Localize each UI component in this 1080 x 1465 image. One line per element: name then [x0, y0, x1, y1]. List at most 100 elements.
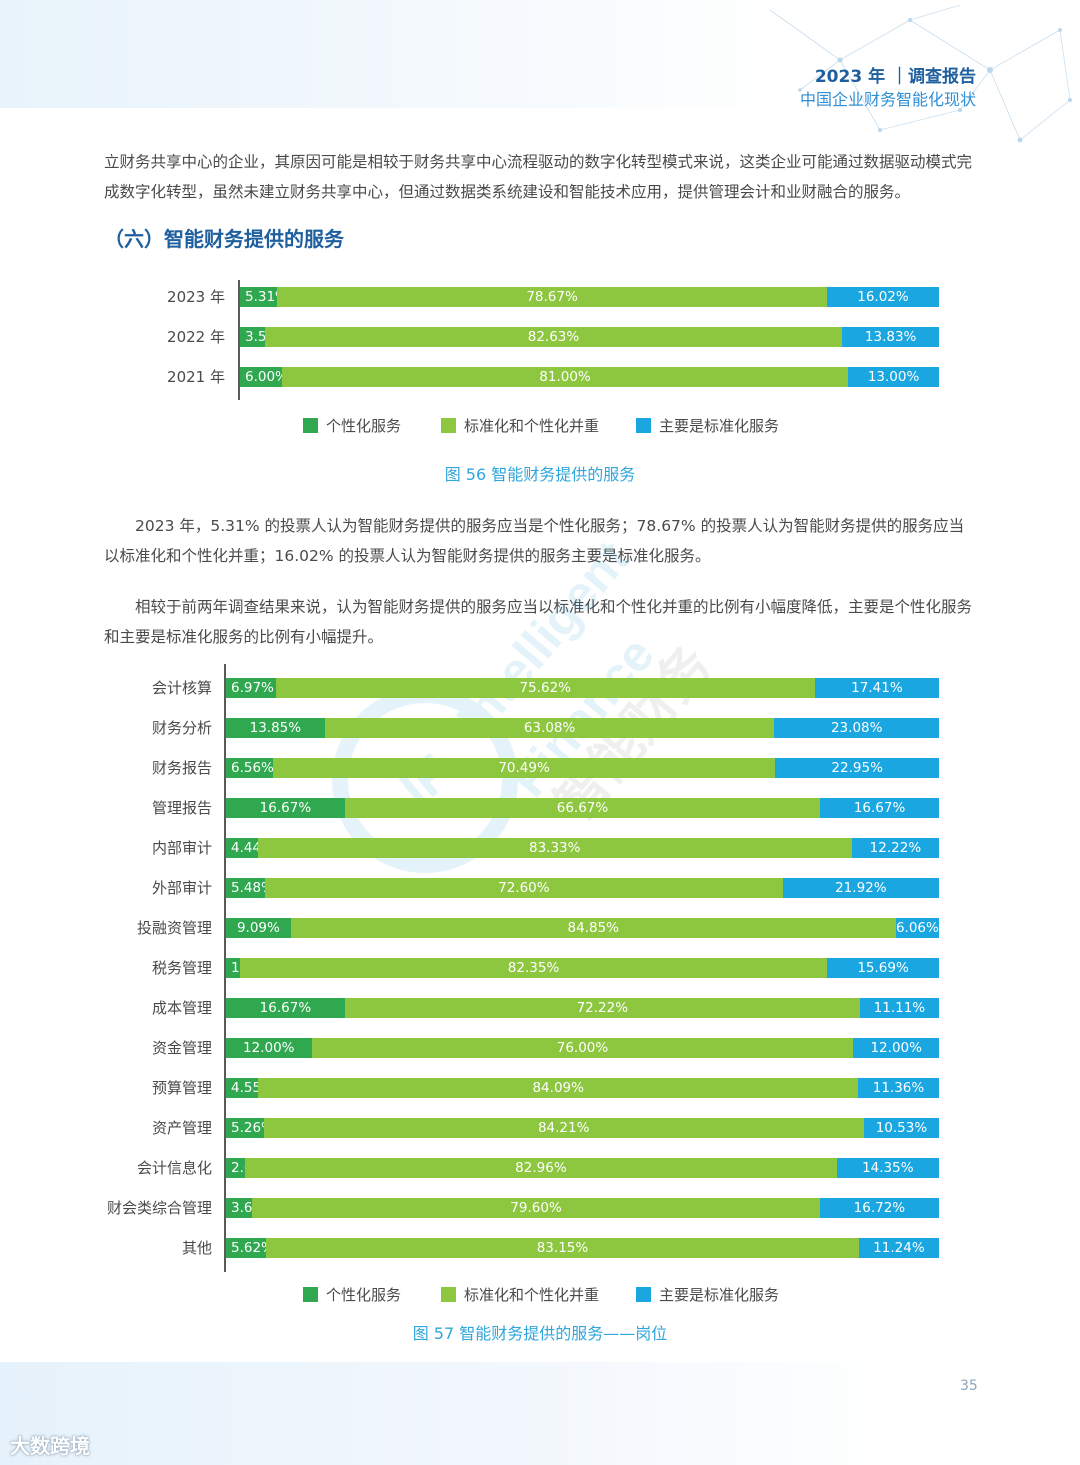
bar-row: 2.69% 82.96% 14.35%	[226, 1158, 939, 1178]
legend-swatch	[441, 1287, 456, 1302]
data-label: 6.56%	[231, 760, 274, 776]
bar-segment-balanced: 63.08%	[324, 718, 775, 738]
bar-segment-personalized: 16.67%	[226, 998, 345, 1018]
chart-56-caption: 图 56 智能财务提供的服务	[444, 465, 636, 484]
bar-segment-balanced: 82.35%	[239, 958, 828, 978]
data-label: 17.41%	[851, 680, 903, 696]
data-label: 70.49%	[498, 760, 550, 776]
bar-segment-personalized: 4.44%	[226, 838, 274, 858]
legend-label: 标准化和个性化并重	[464, 1286, 600, 1304]
bar-row: 5.31% 78.67% 16.02%	[240, 287, 939, 307]
bar-row: 12.00% 76.00% 12.00%	[226, 1038, 939, 1058]
data-label: 16.72%	[853, 1200, 906, 1216]
bar-segment-standardized: 11.24%	[858, 1238, 939, 1258]
bar-segment-standardized: 11.11%	[859, 998, 939, 1018]
bar-segment-balanced: 76.00%	[311, 1038, 854, 1058]
data-label: 75.62%	[519, 680, 571, 696]
bar-segment-personalized: 3.68%	[226, 1198, 274, 1218]
bar-segment-balanced: 83.33%	[257, 838, 852, 858]
data-label: 83.33%	[529, 840, 581, 856]
data-label: 11.36%	[872, 1080, 925, 1096]
legend-swatch	[636, 1287, 651, 1302]
data-label: 16.02%	[857, 289, 909, 305]
data-label: 82.63%	[527, 329, 580, 345]
bar-segment-standardized: 21.92%	[782, 878, 939, 898]
data-label: 15.69%	[857, 960, 909, 976]
bar-segment-balanced: 84.85%	[290, 918, 896, 938]
data-label: 14.35%	[862, 1160, 914, 1176]
bar-row: 5.48% 72.60% 21.92%	[226, 878, 939, 898]
chart-57-legend: 个性化服务 标准化和个性化并重 主要是标准化服务	[0, 1285, 1080, 1305]
bar-segment-standardized: 12.22%	[851, 838, 939, 858]
bar-row: 5.62% 83.15% 11.24%	[226, 1238, 939, 1258]
data-label: 83.15%	[536, 1240, 589, 1256]
bar-segment-standardized: 15.69%	[827, 958, 939, 978]
category-label: 2021 年	[167, 368, 225, 386]
data-label: 78.67%	[526, 289, 578, 305]
report-header-title: 2023 年 ｜调查报告	[814, 67, 976, 87]
category-label: 成本管理	[151, 999, 212, 1017]
bar-segment-personalized: 4.55%	[226, 1078, 274, 1098]
category-label: 内部审计	[151, 839, 212, 857]
bar-segment-standardized: 6.06%	[895, 918, 939, 938]
bar-row: 4.44% 83.33% 12.22%	[226, 838, 939, 858]
data-label: 6.97%	[231, 680, 274, 696]
data-label: 5.26%	[231, 1120, 274, 1136]
bar-segment-standardized: 14.35%	[836, 1158, 939, 1178]
legend-label: 个性化服务	[326, 1286, 402, 1304]
data-label: 12.22%	[869, 840, 922, 856]
bar-segment-balanced: 84.21%	[263, 1118, 864, 1138]
category-label: 2023 年	[167, 288, 225, 306]
bar-segment-balanced: 82.63%	[264, 327, 843, 347]
data-label: 16.67%	[853, 800, 906, 816]
legend-item-balanced: 标准化和个性化并重	[441, 1285, 599, 1305]
bar-segment-balanced: 79.60%	[252, 1198, 820, 1218]
footer-band	[0, 1362, 1080, 1465]
bar-segment-standardized: 13.83%	[842, 327, 939, 347]
bar-segment-standardized: 16.67%	[820, 798, 939, 818]
bar-row: 16.67% 72.22% 11.11%	[226, 998, 939, 1018]
legend-label: 主要是标准化服务	[659, 1286, 780, 1304]
data-label: 6.06%	[895, 920, 939, 936]
bar-segment-balanced: 78.67%	[277, 287, 827, 307]
legend-swatch	[636, 418, 651, 433]
category-label: 投融资管理	[136, 919, 212, 937]
bar-segment-personalized: 5.31%	[240, 287, 288, 307]
bar-segment-balanced: 84.09%	[258, 1078, 858, 1098]
data-label: 9.09%	[236, 920, 280, 936]
bar-segment-personalized: 6.56%	[226, 758, 274, 778]
bar-segment-personalized: 16.67%	[226, 798, 345, 818]
chart-axis	[238, 280, 240, 400]
bar-segment-standardized: 16.02%	[827, 287, 939, 307]
bar-segment-personalized: 5.62%	[226, 1238, 274, 1258]
bar-row: 16.67% 66.67% 16.67%	[226, 798, 939, 818]
chart-57-caption: 图 57 智能财务提供的服务——岗位	[412, 1324, 668, 1343]
paragraph-2023-summary: 2023 年，5.31% 的投票人认为智能财务提供的服务应当是个性化服务；78.…	[104, 517, 965, 565]
legend-swatch	[441, 418, 456, 433]
bar-row: 6.97% 75.62% 17.41%	[226, 678, 939, 698]
category-label: 财务分析	[151, 719, 212, 737]
legend-item-standardized: 主要是标准化服务	[636, 1285, 779, 1305]
category-label: 预算管理	[151, 1079, 212, 1097]
header-band	[0, 0, 1080, 108]
data-label: 16.67%	[259, 800, 312, 816]
bar-row: 4.55% 84.09% 11.36%	[226, 1078, 939, 1098]
bar-segment-personalized: 6.97%	[226, 678, 276, 698]
bar-row: 5.26% 84.21% 10.53%	[226, 1118, 939, 1138]
category-label: 其他	[181, 1239, 212, 1257]
bar-segment-personalized: 5.26%	[226, 1118, 274, 1138]
bar-segment-balanced: 66.67%	[344, 798, 821, 818]
chart-service-by-year: 2023 年 5.31% 78.67% 16.02% 2022 年 3.53% 82.63%…	[0, 280, 1080, 440]
bar-segment-personalized: 2.69%	[226, 1158, 274, 1178]
bar-row: 1.96% 82.35% 15.69%	[226, 958, 939, 978]
bar-row: 6.00% 81.00% 13.00%	[240, 367, 939, 387]
page-number: 35	[960, 1378, 978, 1394]
intro-paragraph: 立财务共享中心的企业，其原因可能是相较于财务共享中心流程驱动的数字化转型模式来说…	[104, 153, 973, 201]
category-label: 资金管理	[151, 1039, 212, 1057]
data-label: 12.00%	[243, 1040, 295, 1056]
report-header-subtitle: 中国企业财务智能化现状	[799, 90, 976, 109]
bar-row: 3.68% 79.60% 16.72%	[226, 1198, 939, 1218]
data-label: 72.22%	[576, 1000, 629, 1016]
bar-segment-standardized: 17.41%	[814, 678, 939, 698]
data-label: 11.24%	[873, 1240, 925, 1256]
